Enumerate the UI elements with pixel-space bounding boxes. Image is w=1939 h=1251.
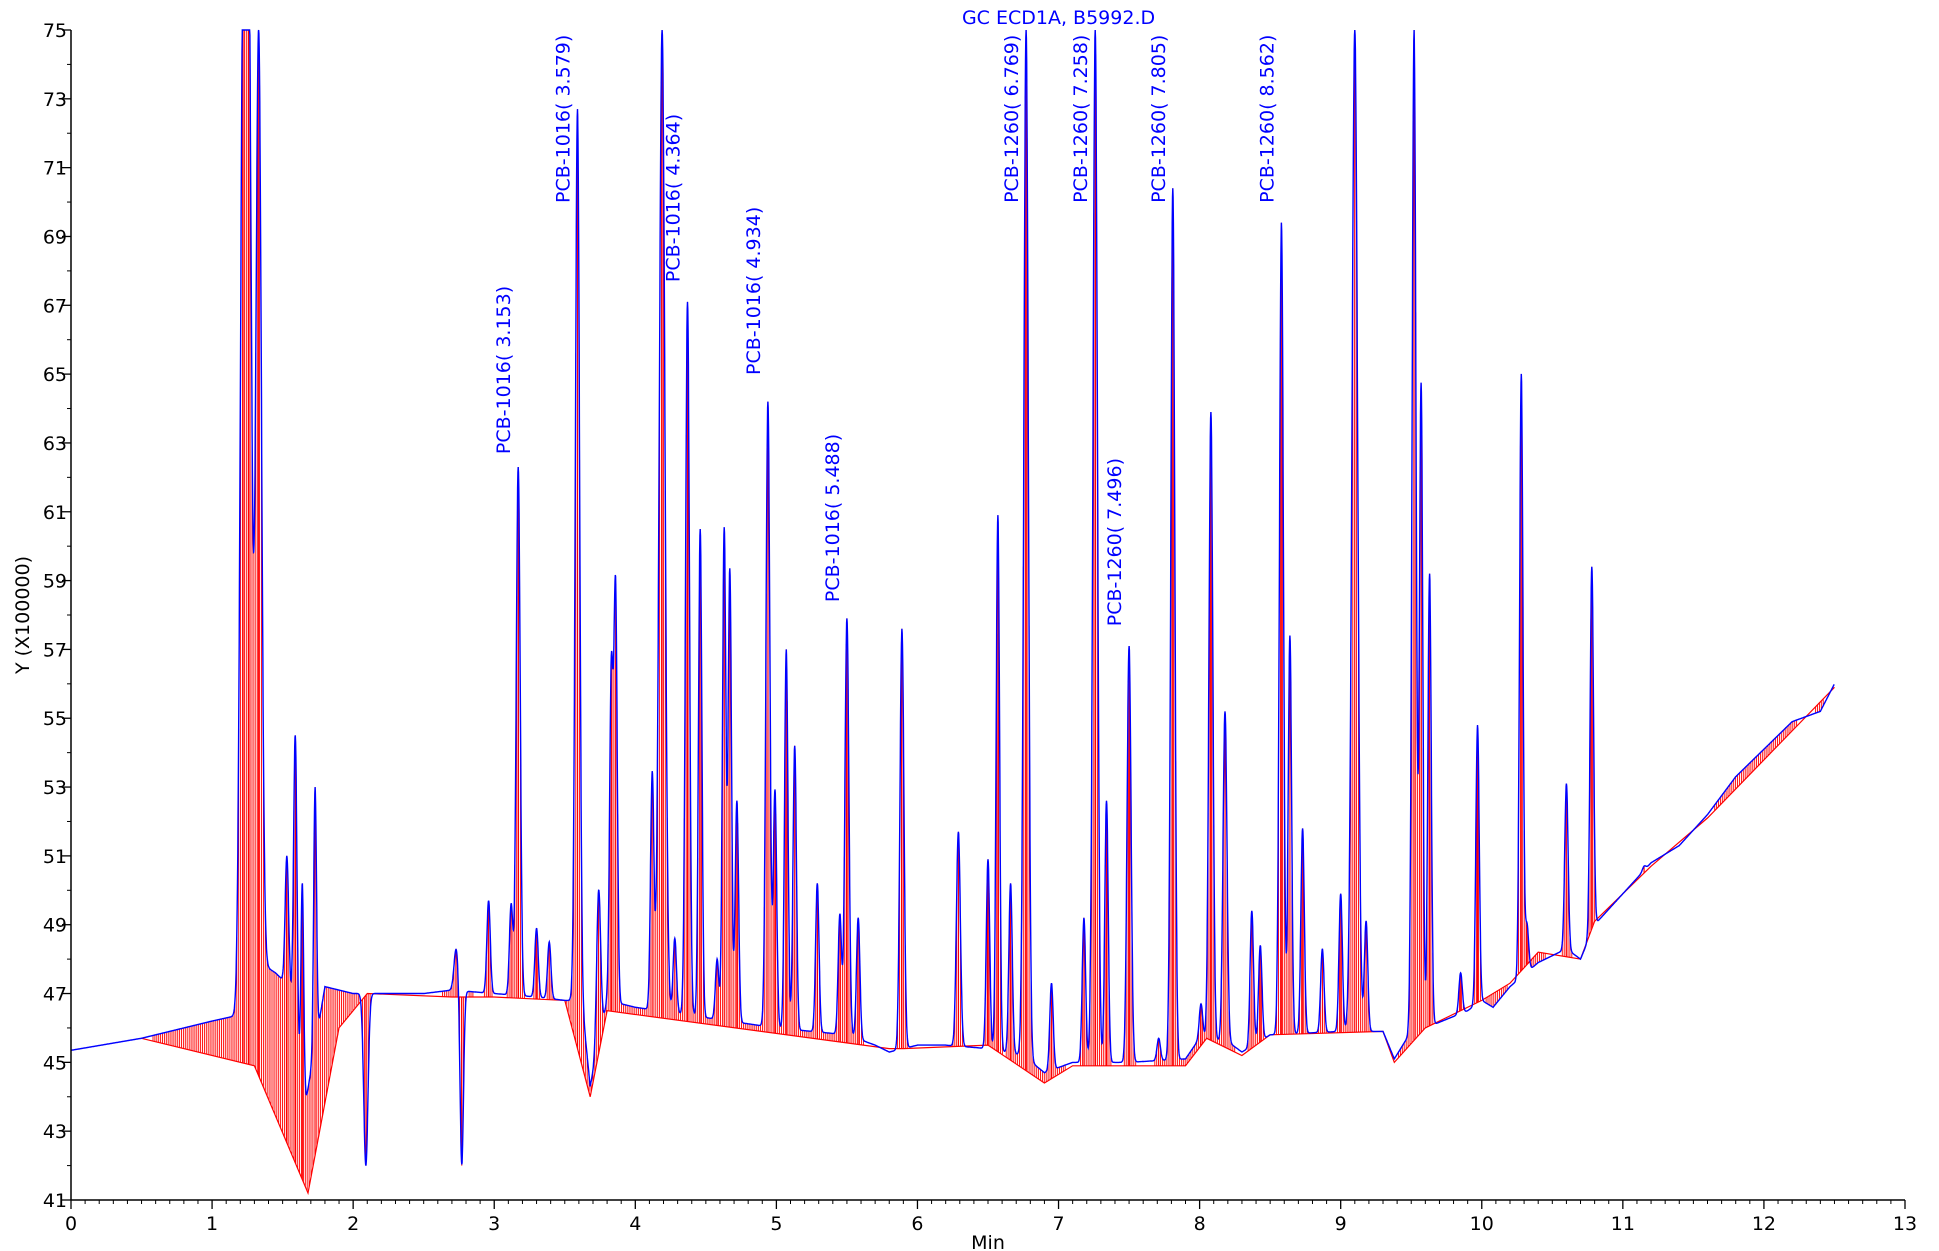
signal-line [71,29,1835,1166]
peak-label: PCB-1016( 4.364) [662,114,684,282]
y-tick-label: 49 [43,915,67,937]
x-tick-label: 3 [488,1213,500,1235]
baseline-series [141,686,1835,1196]
y-tick-label: 75 [43,20,67,42]
baseline-drop-lines [152,30,1824,1192]
peak-label: PCB-1260( 7.496) [1104,458,1126,626]
x-tick-label: 8 [1194,1213,1206,1235]
y-tick-label: 73 [43,89,67,111]
x-tick-label: 11 [1611,1213,1635,1235]
y-tick-label: 55 [43,708,67,730]
peak-label: PCB-1260( 7.258) [1070,35,1092,203]
peak-label: PCB-1260( 8.562) [1256,35,1278,203]
baseline-line [141,686,1835,1196]
axes: 0 1 2 3 4 5 6 7 8 9 10 11 12 134143454749515355575961… [43,20,1917,1235]
x-tick-label: 1 [206,1213,218,1235]
peak-label: PCB-1016( 4.934) [743,207,765,375]
x-tick-label: 6 [911,1213,923,1235]
x-tick-label: 7 [1052,1213,1064,1235]
x-tick-label: 2 [347,1213,359,1235]
y-tick-label: 57 [43,639,67,661]
peak-label: PCB-1260( 7.805) [1148,35,1170,203]
y-tick-label: 69 [43,226,67,248]
y-tick-label: 71 [43,158,67,180]
x-tick-label: 13 [1893,1213,1917,1235]
y-tick-label: 43 [43,1121,67,1143]
x-tick-label: 12 [1752,1213,1776,1235]
peak-annotations: PCB-1016( 3.153) PCB-1016( 3.579) PCB-1016… [493,35,1278,627]
y-tick-label: 59 [43,571,67,593]
peak-label: PCB-1016( 3.579) [553,35,575,203]
x-tick-label: 4 [629,1213,641,1235]
y-tick-label: 61 [43,502,67,524]
signal-series [71,29,1835,1166]
y-tick-label: 67 [43,295,67,317]
chart-title: GC ECD1A, B5992.D [962,7,1155,29]
y-tick-label: 45 [43,1052,67,1074]
x-tick-label: 0 [65,1213,77,1235]
peak-label: PCB-1016( 3.153) [493,286,515,454]
x-tick-label: 10 [1470,1213,1494,1235]
x-tick-label: 5 [770,1213,782,1235]
peak-label: PCB-1016( 5.488) [822,434,844,602]
y-tick-label: 41 [43,1190,67,1212]
y-tick-label: 47 [43,984,67,1006]
y-tick-label: 53 [43,777,67,799]
y-tick-label: 51 [43,846,67,868]
peak-label: PCB-1260( 6.769) [1001,35,1023,203]
y-axis-label: Y (X100000) [12,556,34,675]
x-tick-label: 9 [1335,1213,1347,1235]
y-tick-label: 65 [43,364,67,386]
y-tick-label: 63 [43,433,67,455]
x-axis-label: Min [971,1232,1005,1251]
